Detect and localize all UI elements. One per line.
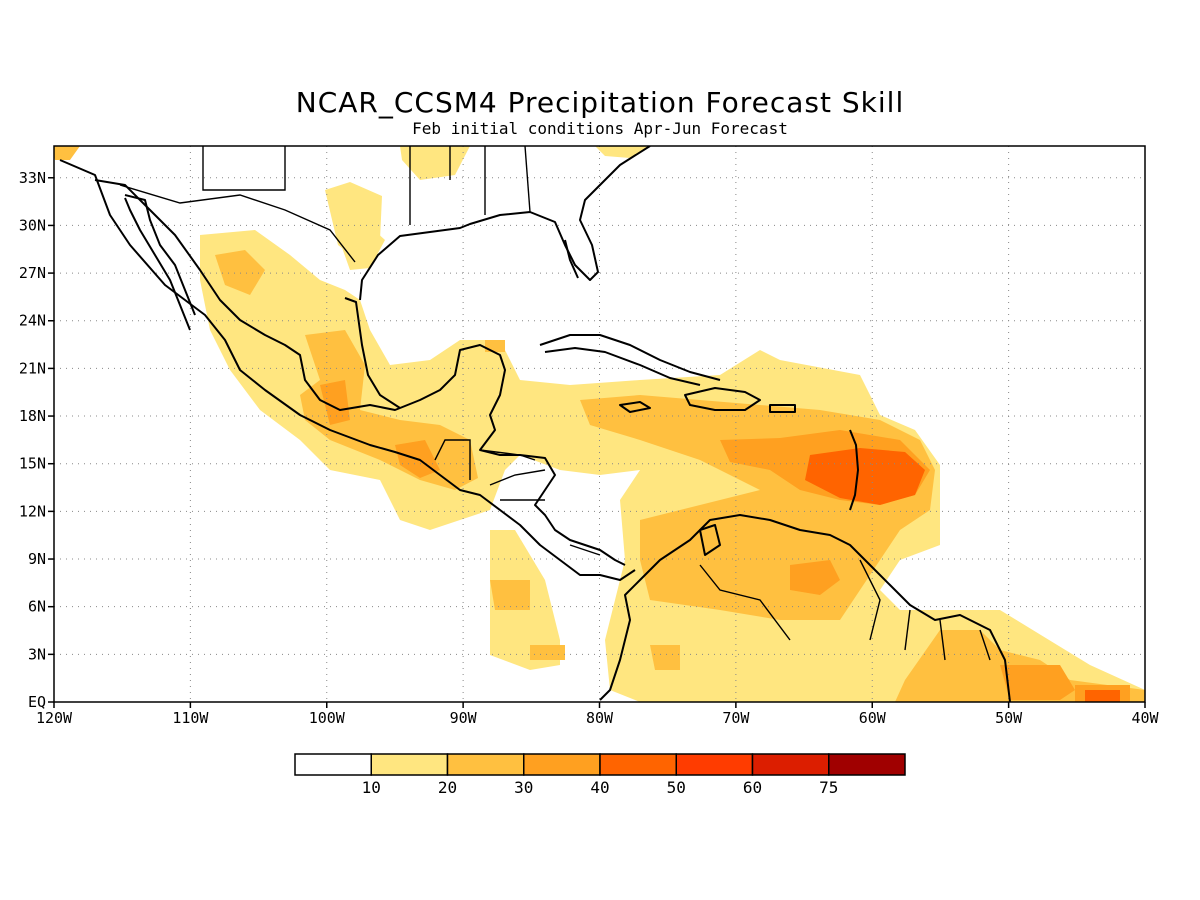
map-axes: 120W 110W 100W 90W 80W 70W 60W 50W 40W EQ 3N 6N 9N 12…: [19, 169, 1160, 727]
lat-tick-label: 33N: [19, 169, 46, 187]
colorbar-label: 40: [590, 778, 609, 797]
lat-tick-label: 3N: [28, 645, 46, 663]
lon-tick-label: 110W: [172, 709, 209, 727]
lon-tick-label: 50W: [995, 709, 1023, 727]
colorbar-swatch: [294, 753, 372, 776]
chart-title: NCAR_CCSM4 Precipitation Forecast Skill: [295, 86, 905, 119]
chart-subtitle: Feb initial conditions Apr-Jun Forecast: [412, 119, 788, 138]
skill-shading: [54, 146, 1145, 702]
colorbar-swatch: [523, 753, 601, 776]
borders: [119, 146, 991, 661]
lon-tick-label: 120W: [36, 709, 73, 727]
colorbar-swatch: [599, 753, 677, 776]
colorbar-swatch: [828, 753, 906, 776]
coastlines: [59, 146, 1011, 702]
lat-tick-label: 12N: [19, 502, 46, 520]
colorbar-swatch: [370, 753, 449, 776]
lon-tick-label: 40W: [1131, 709, 1159, 727]
lon-tick-label: 70W: [722, 709, 750, 727]
lat-tick-label: 15N: [19, 455, 46, 473]
lon-tick-label: 60W: [859, 709, 887, 727]
colorbar-swatch: [751, 753, 830, 776]
skill-40-50: [805, 448, 1120, 702]
colorbar: 10 20 30 40 50 60 75: [294, 753, 906, 797]
colorbar-label: 75: [819, 778, 838, 797]
lon-tick-label: 80W: [586, 709, 614, 727]
colorbar-label: 50: [667, 778, 686, 797]
colorbar-label: 30: [514, 778, 533, 797]
colorbar-swatch: [675, 753, 754, 776]
colorbar-label: 10: [362, 778, 381, 797]
lat-tick-label: 6N: [28, 598, 46, 616]
colorbar-label: 60: [743, 778, 762, 797]
lat-tick-label: 27N: [19, 264, 46, 282]
colorbar-label: 20: [438, 778, 457, 797]
lat-tick-label: 18N: [19, 407, 46, 425]
lat-tick-label: 24N: [19, 312, 46, 330]
lat-tick-label: 30N: [19, 216, 46, 234]
lon-tick-label: 90W: [450, 709, 478, 727]
lat-tick-label: 9N: [28, 550, 46, 568]
colorbar-swatch: [446, 753, 525, 776]
lat-tick-label: 21N: [19, 359, 46, 377]
lat-tick-label: EQ: [28, 693, 46, 711]
lon-tick-label: 100W: [309, 709, 346, 727]
